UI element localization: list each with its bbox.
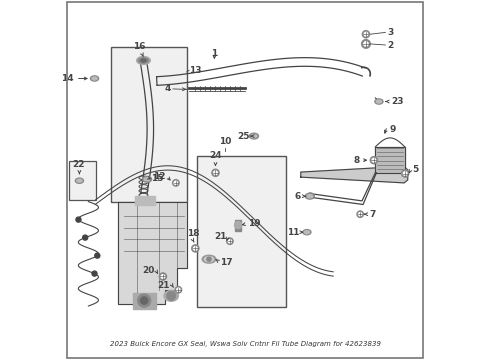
Text: 14: 14 — [61, 74, 74, 83]
Circle shape — [177, 288, 180, 292]
Circle shape — [212, 169, 219, 176]
Ellipse shape — [77, 179, 82, 182]
Circle shape — [214, 171, 217, 175]
Text: 20: 20 — [142, 266, 154, 275]
Ellipse shape — [307, 194, 313, 198]
Circle shape — [364, 32, 368, 36]
Ellipse shape — [376, 100, 382, 103]
Text: 1: 1 — [211, 49, 218, 58]
Ellipse shape — [202, 255, 216, 263]
Text: 6: 6 — [294, 192, 301, 201]
Ellipse shape — [375, 99, 383, 104]
Circle shape — [141, 297, 148, 304]
Circle shape — [83, 235, 88, 240]
Bar — [133, 293, 156, 309]
Bar — [197, 156, 286, 307]
Bar — [135, 196, 155, 205]
Circle shape — [235, 221, 242, 229]
Text: 10: 10 — [219, 137, 231, 146]
Ellipse shape — [307, 193, 314, 198]
Ellipse shape — [137, 57, 150, 64]
Bar — [375, 147, 405, 173]
Text: 5: 5 — [413, 165, 418, 174]
Text: 21: 21 — [214, 233, 226, 241]
Text: 11: 11 — [287, 228, 300, 237]
Text: 4: 4 — [165, 85, 171, 94]
Ellipse shape — [304, 231, 310, 234]
Ellipse shape — [164, 291, 178, 301]
Text: 19: 19 — [248, 219, 261, 228]
Polygon shape — [301, 166, 408, 183]
Ellipse shape — [204, 257, 214, 262]
Ellipse shape — [91, 76, 98, 81]
Circle shape — [167, 292, 175, 300]
Circle shape — [95, 253, 100, 258]
Polygon shape — [118, 202, 187, 304]
Circle shape — [159, 273, 167, 280]
Ellipse shape — [249, 133, 259, 139]
Text: 2023 Buick Encore GX Seal, Wswa Solv Cntnr Fil Tube Diagram for 42623839: 2023 Buick Encore GX Seal, Wswa Solv Cnt… — [109, 341, 381, 347]
Text: 8: 8 — [353, 156, 360, 165]
Circle shape — [161, 275, 165, 278]
Ellipse shape — [143, 176, 151, 182]
Text: 23: 23 — [391, 97, 403, 106]
Text: 24: 24 — [209, 151, 222, 160]
Circle shape — [357, 211, 364, 217]
Ellipse shape — [251, 134, 257, 138]
Circle shape — [194, 247, 197, 250]
Ellipse shape — [141, 59, 146, 62]
Circle shape — [92, 271, 97, 276]
Circle shape — [138, 294, 151, 307]
Circle shape — [228, 240, 231, 243]
Circle shape — [372, 158, 376, 162]
Text: 17: 17 — [220, 258, 232, 267]
Text: 12: 12 — [152, 172, 165, 181]
Text: 9: 9 — [389, 125, 395, 134]
Text: 7: 7 — [369, 210, 375, 219]
Text: 22: 22 — [73, 160, 85, 169]
Text: 21: 21 — [158, 281, 170, 289]
Text: 13: 13 — [189, 66, 202, 75]
Text: 15: 15 — [151, 174, 163, 183]
Circle shape — [174, 181, 177, 184]
Circle shape — [370, 157, 377, 164]
Circle shape — [227, 238, 233, 244]
Circle shape — [76, 217, 81, 222]
Bar — [375, 147, 405, 173]
Text: 3: 3 — [387, 28, 393, 37]
Circle shape — [363, 31, 369, 38]
Bar — [235, 220, 242, 231]
Text: 18: 18 — [187, 229, 199, 238]
Text: 16: 16 — [133, 42, 145, 57]
Bar — [111, 47, 187, 202]
Bar — [69, 161, 96, 200]
Text: 25: 25 — [237, 132, 249, 140]
Ellipse shape — [139, 58, 148, 63]
Ellipse shape — [303, 230, 311, 235]
Circle shape — [207, 257, 211, 261]
Ellipse shape — [75, 178, 83, 183]
Circle shape — [359, 212, 362, 216]
Circle shape — [402, 170, 409, 177]
Circle shape — [172, 180, 179, 186]
Ellipse shape — [305, 193, 314, 199]
Ellipse shape — [92, 77, 97, 80]
Circle shape — [364, 42, 368, 46]
Circle shape — [175, 287, 182, 293]
Circle shape — [403, 172, 407, 175]
Ellipse shape — [144, 177, 150, 181]
Circle shape — [362, 40, 370, 48]
Circle shape — [192, 245, 199, 252]
Text: 2: 2 — [387, 40, 393, 49]
